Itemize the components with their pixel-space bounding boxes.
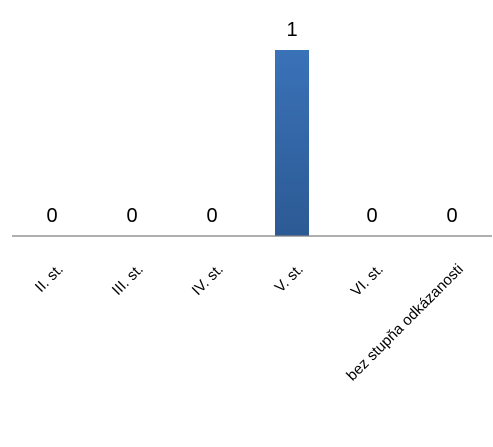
bar-4: [275, 50, 309, 236]
bars-group: [275, 50, 309, 236]
data-labels-group: 0 0 0 1 0 0: [46, 19, 457, 227]
tick-labels-group: II. st. III. st. IV. st. V. st. VI. st.bez s…: [32, 261, 467, 384]
tick-label-5: VI. st.: [348, 261, 387, 300]
data-label-1: 0: [46, 205, 57, 227]
tick-label-4: V. st.: [272, 261, 307, 296]
tick-label-2: III. st.: [109, 261, 147, 299]
tick-label-1: II. st.: [32, 261, 67, 296]
data-label-6: 0: [446, 205, 457, 227]
tick-label-3: IV. st.: [189, 261, 227, 299]
data-label-3: 0: [206, 205, 217, 227]
data-label-4: 1: [286, 19, 297, 41]
data-label-5: 0: [366, 205, 377, 227]
data-label-2: 0: [126, 205, 137, 227]
